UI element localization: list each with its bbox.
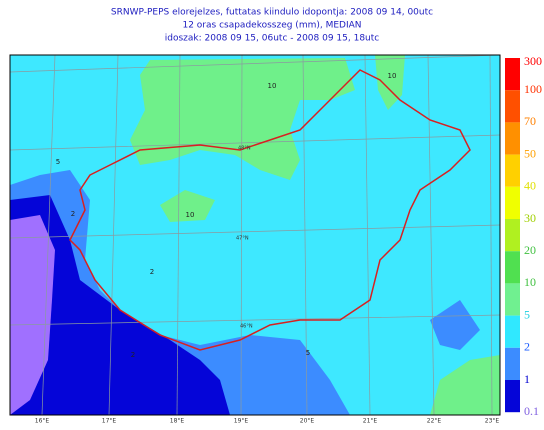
legend: 300 100 70 50 40 30 20 10 5 2 1 0.1 <box>505 54 542 418</box>
legend-swatch <box>505 90 520 123</box>
precip-area <box>160 190 215 222</box>
contour-label: 2 <box>71 210 75 218</box>
legend-swatch <box>505 315 520 348</box>
legend-label: 300 <box>524 54 542 68</box>
contour-label: 10 <box>186 211 195 219</box>
graticule <box>9 54 501 416</box>
legend-swatch <box>505 347 520 380</box>
legend-swatch <box>505 186 520 219</box>
longitude-label: 22°E <box>427 418 442 425</box>
legend-label: 70 <box>524 114 536 128</box>
precip-area <box>430 355 500 415</box>
legend-swatch <box>505 251 520 284</box>
longitude-label: 16°E <box>35 418 50 425</box>
legend-label: 30 <box>524 211 536 225</box>
legend-swatch <box>505 283 520 316</box>
country-border <box>69 69 471 351</box>
latitude-label: 48°N <box>238 146 251 152</box>
legend-swatch <box>505 122 520 155</box>
header-line: idoszak: 2008 09 15, 06utc - 2008 09 15,… <box>165 34 380 44</box>
longitude-label: 19°E <box>234 418 249 425</box>
legend-label: 1 <box>524 372 530 386</box>
map <box>9 54 501 416</box>
map-labels: 16°E 17°E 18°E 19°E 20°E 21°E 22°E 23°E 48°N 47°N… <box>35 72 500 425</box>
legend-label: 5 <box>524 307 530 321</box>
precip-area <box>130 58 355 180</box>
legend-label: 2 <box>524 340 530 354</box>
legend-label: 10 <box>524 275 536 289</box>
legend-swatch <box>505 154 520 187</box>
header-line: 12 oras csapadekosszeg (mm), MEDIAN <box>182 21 361 31</box>
legend-label: 20 <box>524 243 536 257</box>
contour-label: 2 <box>131 351 135 359</box>
legend-swatch <box>505 58 520 91</box>
contour-label: 5 <box>306 349 310 357</box>
contour-label: 2 <box>150 268 154 276</box>
longitude-label: 20°E <box>300 418 315 425</box>
longitude-label: 21°E <box>363 418 378 425</box>
map-frame <box>9 54 501 416</box>
longitude-label: 18°E <box>170 418 185 425</box>
precip-area <box>430 300 480 350</box>
precip-area <box>375 55 405 110</box>
legend-label: 40 <box>524 179 536 193</box>
contour-label: 10 <box>268 82 277 90</box>
contour-label: 10 <box>388 72 397 80</box>
legend-swatch <box>505 380 520 413</box>
longitude-label: 17°E <box>102 418 117 425</box>
contour-label: 5 <box>56 158 60 166</box>
legend-label: 0.1 <box>524 404 539 418</box>
latitude-label: 46°N <box>240 324 253 330</box>
legend-label: 100 <box>524 82 542 96</box>
header-line: SRNWP-PEPS elorejelzes, futtatas kiindul… <box>111 8 433 18</box>
precip-area <box>10 195 230 415</box>
legend-swatch <box>505 219 520 252</box>
latitude-label: 47°N <box>236 236 249 242</box>
legend-label: 50 <box>524 146 536 160</box>
longitude-label: 23°E <box>485 418 500 425</box>
